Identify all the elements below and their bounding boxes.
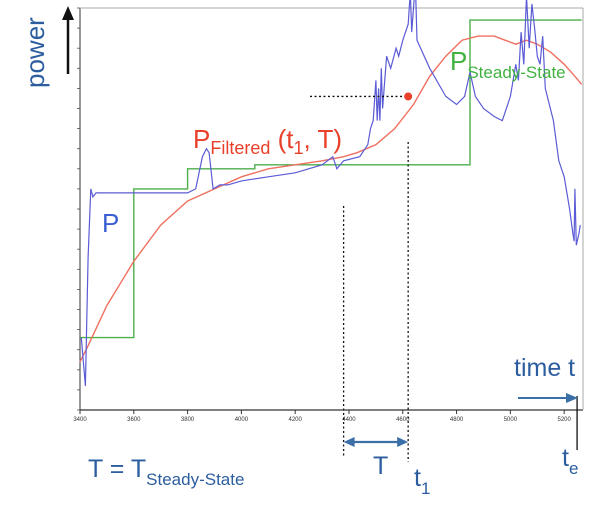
interval-T-label: T xyxy=(373,452,388,480)
te-label: te xyxy=(562,444,578,478)
filtered-value-marker xyxy=(404,92,413,101)
x-tick-label: 4000 xyxy=(235,417,249,423)
series-p-steady-state-label: PSteady-State xyxy=(450,46,566,82)
time-arrow-head xyxy=(566,393,578,403)
series-p-filtered-label: PFiltered (t1, T) xyxy=(193,124,342,158)
y-axis-label: power xyxy=(20,17,50,88)
equation-label: T = TSteady-State xyxy=(88,455,244,489)
x-tick-label: 5200 xyxy=(557,417,571,423)
x-tick-label: 4400 xyxy=(342,417,356,423)
x-tick-label: 4600 xyxy=(396,417,410,423)
series-p-filtered-line xyxy=(79,35,583,363)
dotted-guide-lines xyxy=(310,95,578,462)
x-tick-label: 3400 xyxy=(73,417,87,423)
time-axis-arrow xyxy=(518,393,578,403)
interval-arrow-right-head xyxy=(397,437,409,447)
x-axis-ticks: 3400 3600 3800 4000 4200 4400 4600 4800 5000 5200 xyxy=(73,410,572,423)
x-axis-label: time t xyxy=(514,354,575,382)
interval-T-arrow xyxy=(343,437,409,447)
x-tick-label: 4800 xyxy=(450,417,464,423)
series-p-line xyxy=(80,0,581,386)
x-tick-label: 3800 xyxy=(181,417,195,423)
series-p-steady-state-line xyxy=(80,19,582,339)
x-tick-label: 5000 xyxy=(504,417,518,423)
x-tick-label: 4200 xyxy=(289,417,303,423)
power-axis-arrow xyxy=(62,6,74,74)
x-tick-label: 3600 xyxy=(127,417,141,423)
interval-arrow-left-head xyxy=(343,437,355,447)
series-p-label: P xyxy=(102,208,119,238)
t1-label: t1 xyxy=(414,464,430,498)
